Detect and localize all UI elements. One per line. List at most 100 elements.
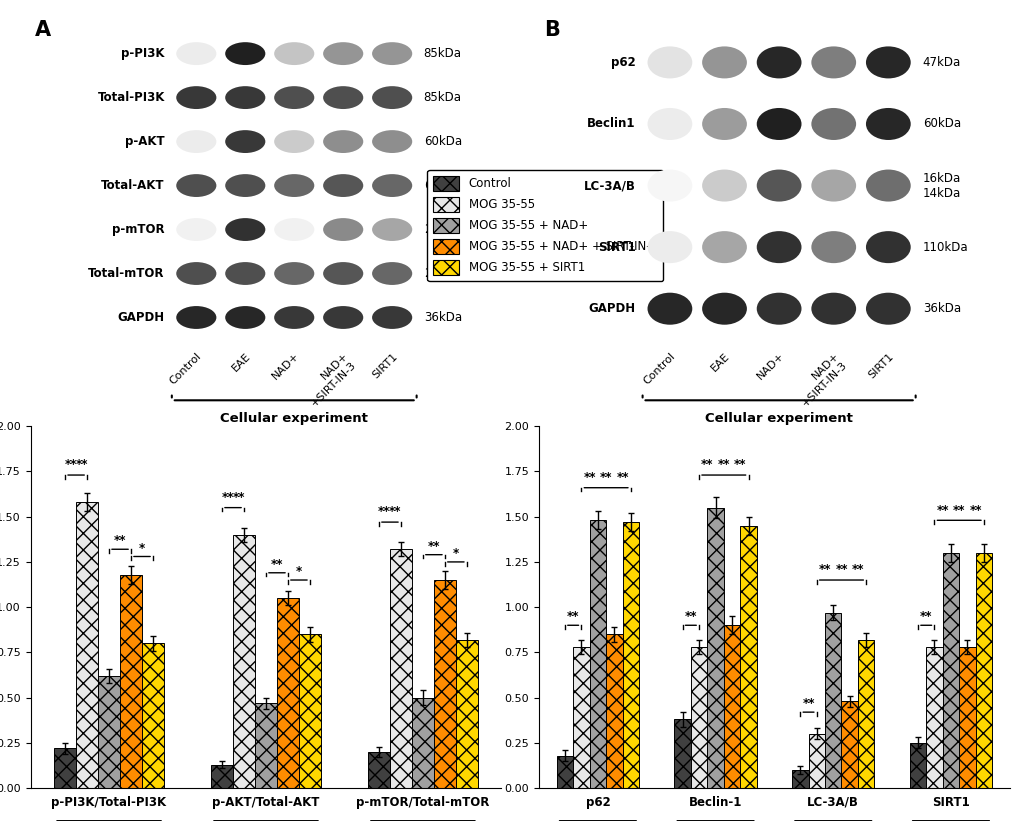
Bar [942,553,958,788]
Text: *: * [139,542,145,555]
Text: GAPDH: GAPDH [117,311,165,324]
Ellipse shape [647,170,692,202]
Text: **: ** [378,506,390,519]
Ellipse shape [323,218,363,241]
Bar [589,521,605,788]
Ellipse shape [176,131,216,153]
Ellipse shape [701,47,746,79]
Text: **: ** [835,563,847,576]
Text: SIRT1: SIRT1 [370,351,398,380]
Ellipse shape [225,262,265,285]
Text: **: ** [952,503,965,516]
Bar [120,575,142,788]
Ellipse shape [323,86,363,109]
Text: **: ** [114,534,126,548]
Bar [211,764,232,788]
Ellipse shape [701,232,746,264]
Ellipse shape [323,262,363,285]
Text: Total-PI3K: Total-PI3K [97,91,165,104]
Ellipse shape [225,131,265,153]
Text: Total-mTOR: Total-mTOR [89,267,165,280]
Ellipse shape [810,232,855,264]
Text: 16kDa
14kDa: 16kDa 14kDa [922,172,960,200]
Bar [605,635,622,788]
Text: 60kDa: 60kDa [423,179,462,192]
Text: 250kDa: 250kDa [423,223,469,236]
Ellipse shape [372,174,412,197]
Bar [808,734,824,788]
Ellipse shape [647,47,692,79]
Bar [975,553,991,788]
Bar [622,522,639,788]
Ellipse shape [176,42,216,65]
Text: p-PI3K: p-PI3K [121,47,165,60]
Text: p62: p62 [610,56,635,69]
Ellipse shape [225,42,265,65]
Ellipse shape [647,293,692,325]
Ellipse shape [810,47,855,79]
Text: **: ** [700,458,713,471]
Ellipse shape [756,232,801,264]
Text: 110kDa: 110kDa [922,241,967,254]
Bar [277,599,299,788]
Ellipse shape [372,86,412,109]
Ellipse shape [756,170,801,202]
Ellipse shape [274,86,314,109]
Ellipse shape [323,131,363,153]
Ellipse shape [323,306,363,329]
Text: **: ** [427,540,440,553]
Ellipse shape [756,293,801,325]
Ellipse shape [176,262,216,285]
Ellipse shape [176,306,216,329]
Ellipse shape [865,170,910,202]
Text: NAD+: NAD+ [270,351,301,382]
Bar [232,534,255,788]
Ellipse shape [372,218,412,241]
Text: **: ** [75,458,88,471]
Bar [556,755,573,788]
Text: p-mTOR: p-mTOR [112,223,165,236]
Bar [841,701,857,788]
Text: Cellular experiment: Cellular experiment [704,411,852,424]
Text: 60kDa: 60kDa [423,135,462,148]
Text: **: ** [567,611,579,623]
Text: **: ** [734,458,746,471]
Bar [740,525,756,788]
Ellipse shape [225,86,265,109]
Text: **: ** [599,471,611,484]
Ellipse shape [176,86,216,109]
Text: **: ** [716,458,730,471]
Text: EAE: EAE [708,351,731,374]
Text: **: ** [968,503,981,516]
Bar [389,549,412,788]
Ellipse shape [810,108,855,140]
Ellipse shape [756,108,801,140]
Bar [76,502,98,788]
Bar [674,719,690,788]
Ellipse shape [647,108,692,140]
Text: p-AKT: p-AKT [125,135,165,148]
Ellipse shape [372,306,412,329]
Ellipse shape [810,293,855,325]
Text: 36kDa: 36kDa [423,311,462,324]
Bar [925,647,942,788]
Text: *: * [452,547,459,560]
Text: Total-AKT: Total-AKT [101,179,165,192]
Ellipse shape [323,42,363,65]
Text: SIRT1: SIRT1 [865,351,895,380]
Ellipse shape [701,170,746,202]
Ellipse shape [176,174,216,197]
Bar [455,640,477,788]
Bar [573,647,589,788]
Bar [255,703,277,788]
Ellipse shape [810,170,855,202]
Bar [690,647,706,788]
Text: EAE: EAE [229,351,252,374]
Bar [142,644,164,788]
Text: NAD+
+SIRT-IN-3: NAD+ +SIRT-IN-3 [791,351,848,408]
Ellipse shape [701,293,746,325]
Text: **: ** [818,563,830,576]
Text: *: * [296,565,302,578]
Bar [958,647,975,788]
Text: GAPDH: GAPDH [588,302,635,315]
